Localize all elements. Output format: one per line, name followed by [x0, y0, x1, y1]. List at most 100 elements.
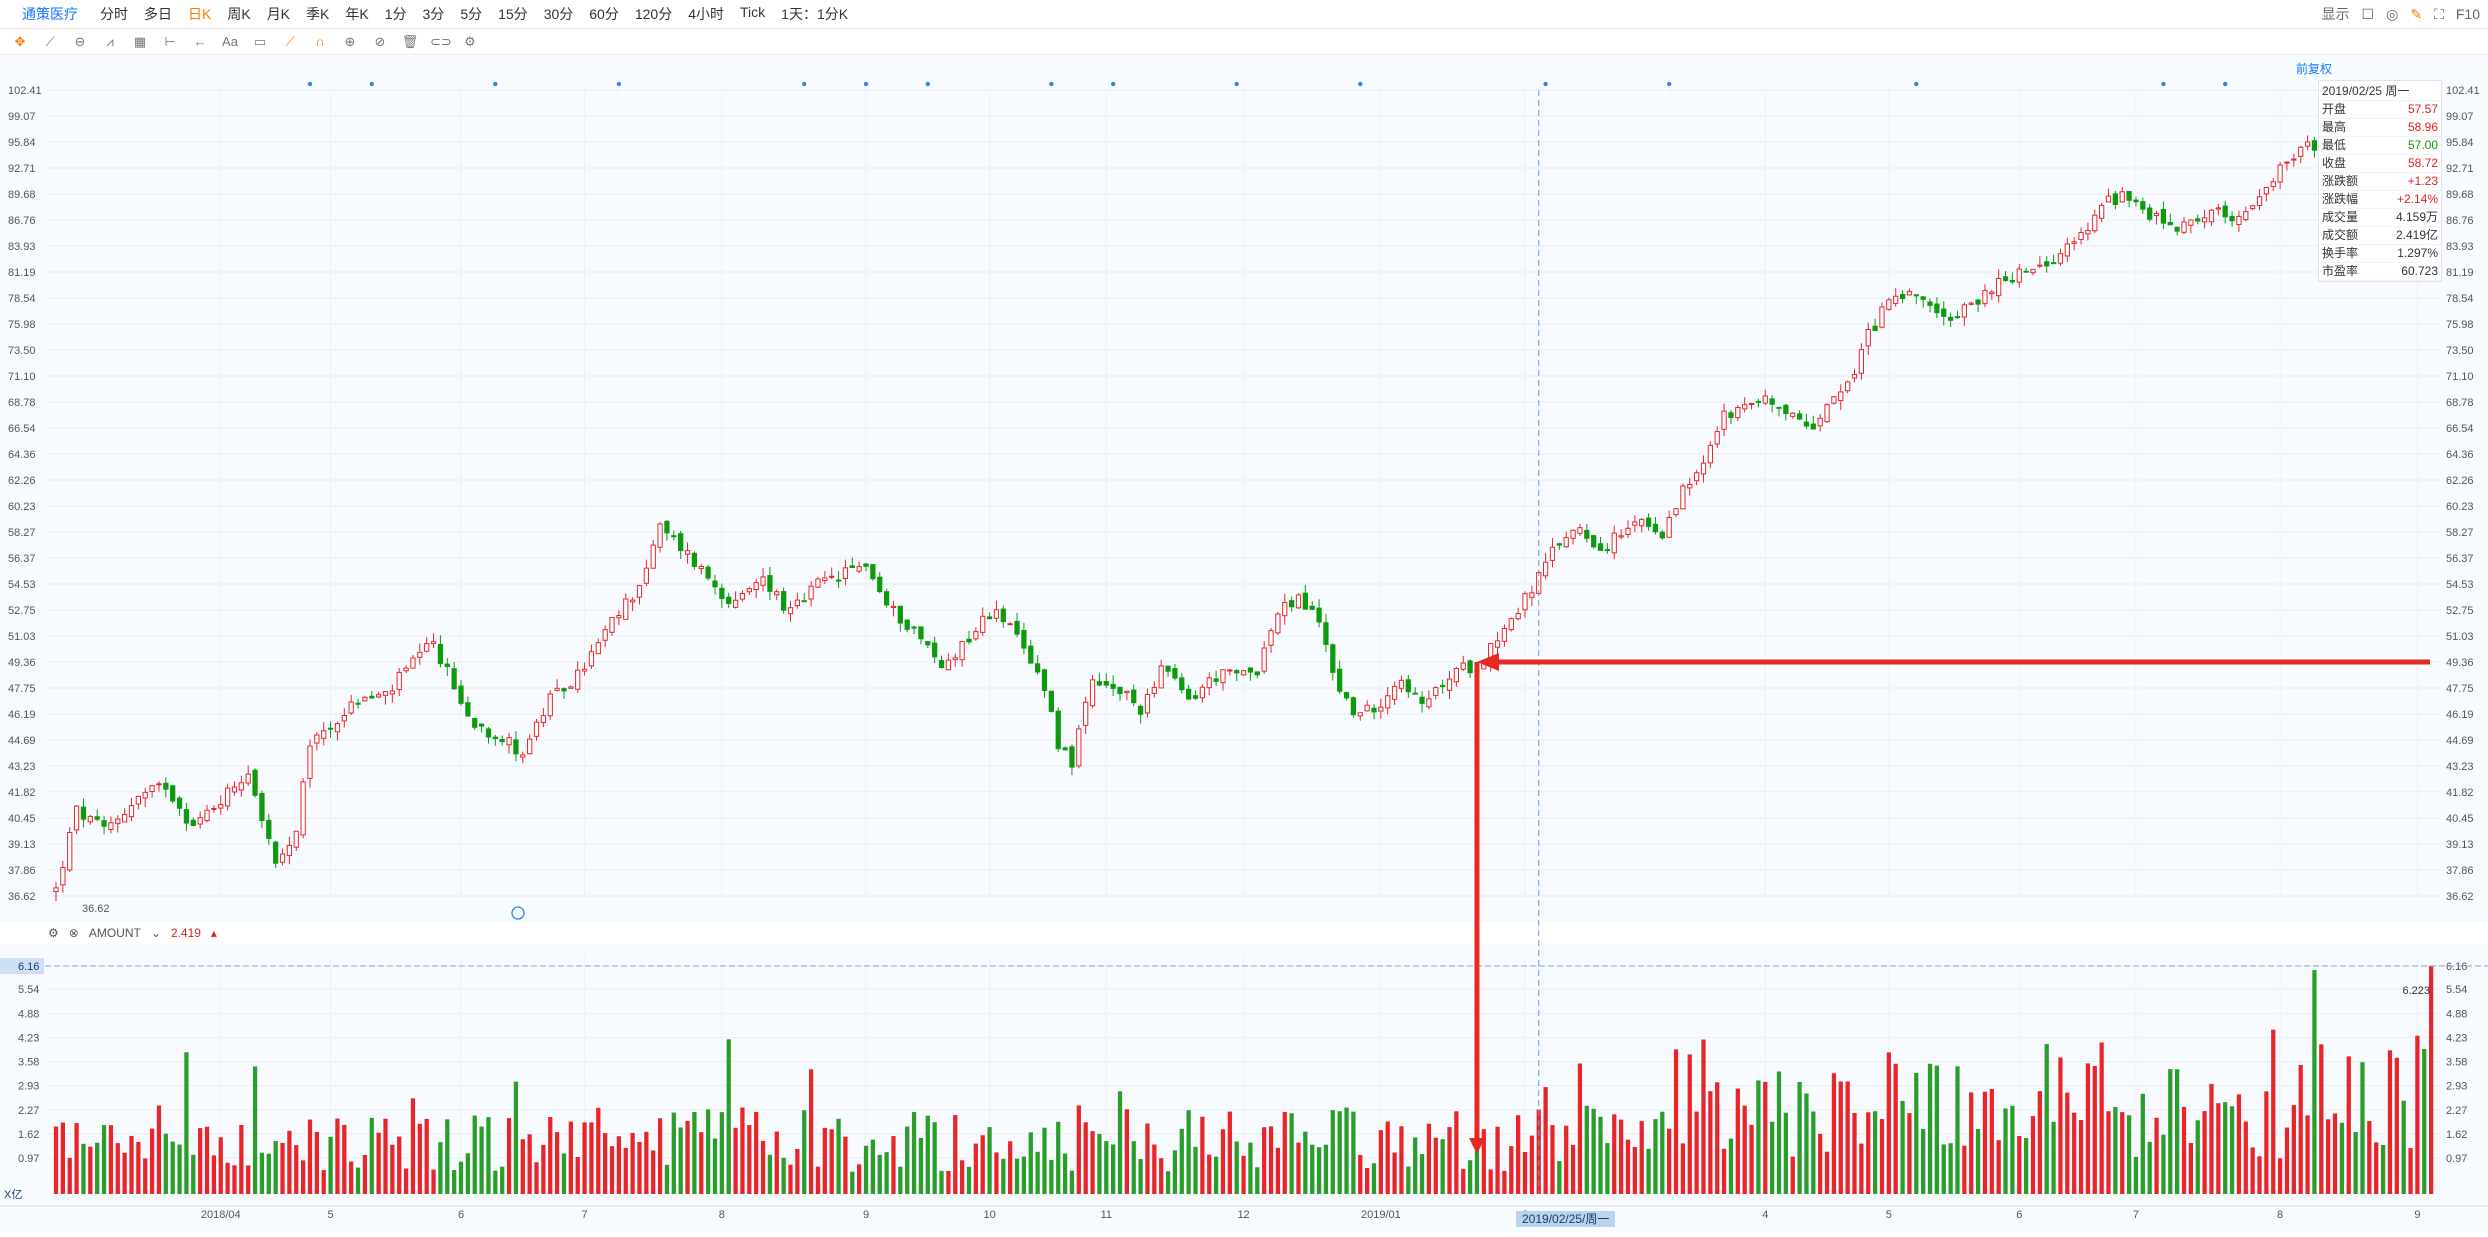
period-tab[interactable]: 5分 [460, 6, 483, 22]
candle-body [396, 671, 402, 691]
price-tick-label-left: 68.78 [8, 397, 36, 409]
period-tab[interactable]: 季K [306, 6, 330, 22]
lock-icon[interactable]: ⊘ [374, 33, 386, 49]
brush-tool-icon[interactable]: ⟋ [285, 33, 295, 49]
measure-tool-icon[interactable]: ⊢ [164, 33, 176, 49]
period-tab[interactable]: 4小时 [688, 6, 724, 22]
arrow-tool-icon[interactable]: ← [193, 34, 207, 49]
adjust-mode[interactable]: 前复权 [2296, 62, 2333, 76]
pen-icon[interactable]: ✎ [2410, 5, 2423, 22]
candle-body [176, 797, 183, 809]
amount-bar [2092, 1065, 2097, 1194]
info-label: 收盘 [2322, 156, 2347, 170]
amount-bar [822, 1127, 827, 1194]
amount-bar [1152, 1144, 1157, 1194]
candle-body [2270, 181, 2276, 188]
pattern-tool-icon[interactable]: ⩘ [106, 33, 114, 49]
period-tab[interactable]: Tick [740, 4, 766, 20]
amount-bar [630, 1132, 635, 1194]
amount-bar [781, 1157, 786, 1194]
amount-bar [88, 1146, 93, 1194]
amount-bar [1083, 1122, 1088, 1194]
amount-bar [671, 1112, 676, 1194]
fullscreen-icon[interactable]: ⛶ [2434, 5, 2444, 22]
amount-bar [1969, 1092, 1974, 1194]
period-tab[interactable]: 1分 [384, 6, 407, 22]
period-tab[interactable]: 120分 [634, 6, 673, 22]
amount-tick-label-right: 3.58 [2446, 1056, 2467, 1068]
amount-bar [1845, 1081, 1850, 1194]
chevron-down-icon[interactable]: ⌄ [150, 926, 161, 940]
period-tab[interactable]: 分时 [100, 6, 128, 22]
display-menu[interactable]: 显示 [2321, 6, 2350, 22]
candle-body [952, 657, 958, 661]
channel-tool-icon[interactable]: ⊖ [74, 33, 86, 49]
amount-bar [2161, 1134, 2166, 1194]
amount-bar [1365, 1168, 1370, 1194]
candle-body [1302, 592, 1308, 610]
candle-body [787, 607, 794, 615]
event-dot [2222, 81, 2228, 87]
period-tab[interactable]: 多日 [144, 6, 172, 22]
price-tick-label-left: 44.69 [8, 735, 36, 747]
fib-tool-icon[interactable]: ▦ [133, 33, 147, 49]
crosshair-icon[interactable]: ✥ [14, 33, 26, 49]
info-row: 开盘 57.57 [2319, 101, 2441, 119]
candle-body [1728, 412, 1734, 418]
price-tick-label-right: 60.23 [2446, 501, 2474, 513]
candle-body [1762, 395, 1768, 404]
indicator-name[interactable]: AMOUNT [88, 926, 141, 940]
amount-bar [2305, 1115, 2310, 1194]
price-tick-label-left: 58.27 [8, 527, 36, 539]
chart-area[interactable]: 102.41 102.41 99.07 99.07 95.84 95.84 92.71 92.… [0, 56, 2488, 1232]
amount-tick-label-right: 0.97 [2446, 1153, 2467, 1165]
event-dot [1914, 81, 1919, 87]
candle-body [1021, 630, 1027, 649]
period-tab[interactable]: 年K [345, 6, 369, 22]
candle-body [485, 728, 492, 738]
candle-body [2298, 146, 2304, 157]
line-tool-icon[interactable]: ⟋ [45, 33, 55, 49]
period-tab[interactable]: 月K [266, 6, 291, 22]
amount-bar [1303, 1131, 1308, 1194]
amount-bar [1557, 1161, 1562, 1194]
settings-icon[interactable]: ⚙ [464, 33, 476, 49]
amount-bar [1104, 1141, 1109, 1194]
amount-bar [932, 1122, 937, 1194]
period-tab[interactable]: 周K [227, 6, 251, 22]
period-tab[interactable]: 1天：1分K [781, 6, 849, 22]
delete-icon[interactable]: 🗑 [401, 33, 419, 49]
candle-body [183, 809, 190, 824]
candle-body [986, 616, 993, 620]
f10-button[interactable]: F10 [2455, 6, 2480, 22]
time-tick-label: 8 [719, 1209, 725, 1221]
period-tab[interactable]: 3分 [422, 6, 445, 22]
info-label: 开盘 [2322, 102, 2347, 116]
amount-bar [1097, 1133, 1102, 1194]
period-tab[interactable]: 30分 [543, 6, 574, 22]
text-tool-icon[interactable]: Aa [222, 34, 238, 49]
period-tab[interactable]: 日K [188, 6, 212, 22]
period-tab[interactable]: 60分 [589, 6, 619, 22]
candle-body [2126, 190, 2132, 201]
candle-body [1707, 444, 1713, 464]
checkbox-icon[interactable]: ☐ [2361, 5, 2375, 22]
amount-bar [1612, 1114, 1617, 1194]
gear-icon[interactable]: ⚙ [48, 926, 59, 940]
stock-name[interactable]: 通策医疗 [22, 6, 78, 22]
magnet-icon[interactable]: ∩ [315, 34, 325, 49]
amount-bar [973, 1143, 978, 1194]
amount-bar [548, 1117, 553, 1194]
period-tab[interactable]: 15分 [498, 6, 528, 22]
amount-bar [342, 1124, 347, 1194]
link-icon[interactable]: ⊂⊃ [430, 33, 452, 49]
price-tick-label-right: 68.78 [2446, 397, 2474, 409]
amount-bar [1447, 1127, 1452, 1194]
camera-icon[interactable]: ◎ [2386, 5, 2399, 22]
note-tool-icon[interactable]: ▭ [253, 33, 267, 49]
amount-bar [2099, 1042, 2104, 1194]
candle-body [616, 615, 622, 619]
close-icon[interactable]: ⊗ [68, 926, 79, 940]
eye-icon[interactable]: ⊕ [344, 33, 356, 49]
